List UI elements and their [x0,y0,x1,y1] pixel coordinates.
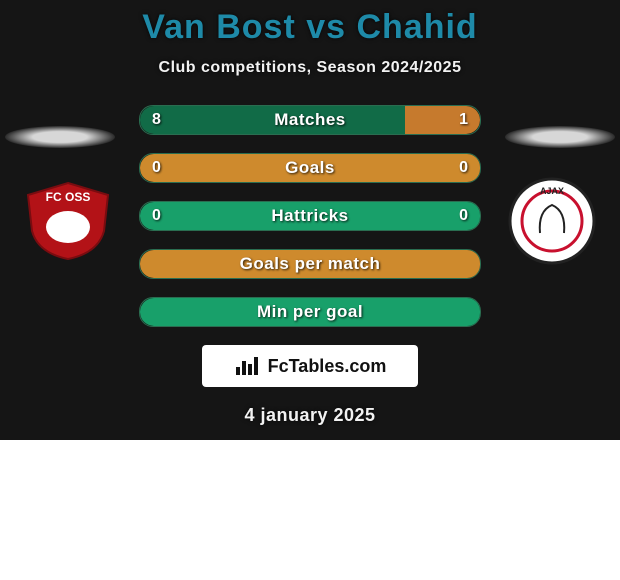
left-club-text: FC OSS [46,190,91,204]
stat-bar: 0 0 Goals [139,153,481,183]
branding-text: FcTables.com [268,356,387,377]
bar-right-value: 0 [459,159,468,177]
page-title: Van Bost vs Chahid [0,0,620,47]
subtitle: Club competitions, Season 2024/2025 [0,59,620,77]
bar-left-value: 0 [152,159,161,177]
date-label: 4 january 2025 [0,405,620,426]
stat-bar: 8 1 Matches [139,105,481,135]
bar-stat-name: Hattricks [271,206,348,226]
bar-stat-name: Goals [285,158,335,178]
right-club-text: AJAX [540,186,564,196]
stat-bar: 0 0 Hattricks [139,201,481,231]
left-club-logo: FC OSS [18,178,118,264]
bar-right-fill [405,106,480,134]
bar-left-fill [140,106,405,134]
bar-right-value: 1 [459,111,468,129]
bar-left-value: 0 [152,207,161,225]
comparison-card: Van Bost vs Chahid Club competitions, Se… [0,0,620,440]
bar-stat-name: Min per goal [257,302,363,322]
stat-bar: Min per goal [139,297,481,327]
shield-icon: FC OSS [22,181,114,261]
bar-left-value: 8 [152,111,161,129]
bar-stat-name: Goals per match [240,254,381,274]
right-club-logo: AJAX [502,178,602,264]
right-spotlight [505,126,615,148]
bar-stat-name: Matches [274,110,346,130]
stat-bar: Goals per match [139,249,481,279]
left-spotlight [5,126,115,148]
bar-chart-icon [234,355,260,377]
badge-icon: AJAX [508,177,596,265]
bar-right-value: 0 [459,207,468,225]
branding-badge[interactable]: FcTables.com [202,345,418,387]
